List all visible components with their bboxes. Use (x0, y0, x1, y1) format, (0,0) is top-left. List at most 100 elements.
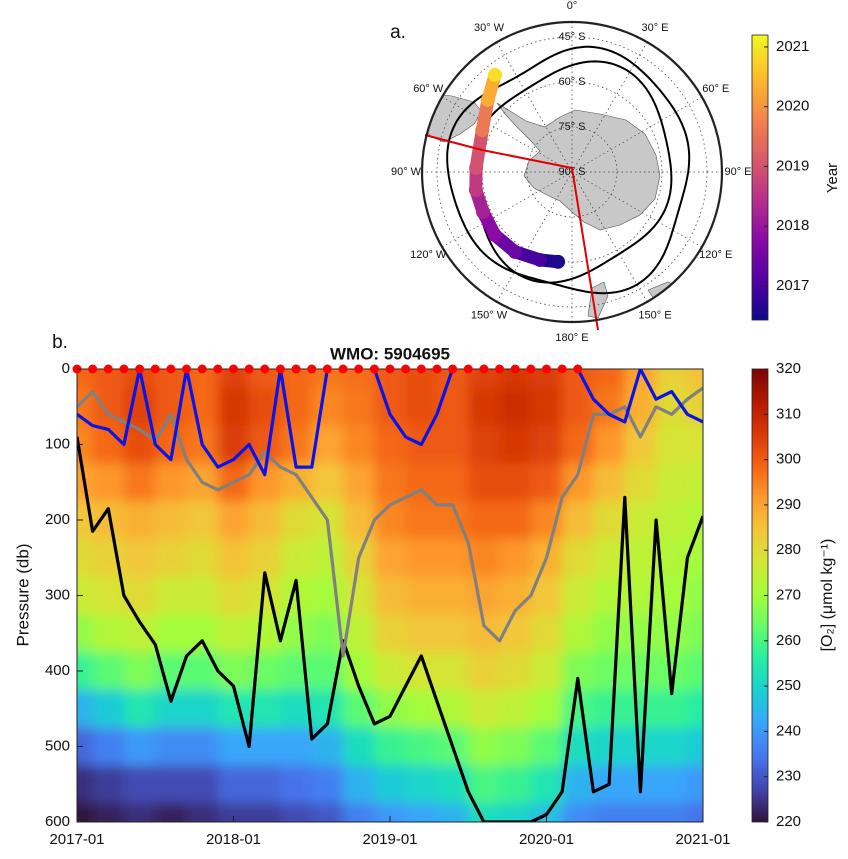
plot-clip (57, 349, 724, 843)
y-axis-label: Pressure (db) (13, 544, 32, 647)
colorbar-tick-label: 2018 (776, 217, 809, 234)
field-cell (124, 728, 156, 766)
field-cell (687, 728, 723, 766)
field-cell (656, 463, 688, 501)
field-cell (93, 765, 125, 803)
field-cell (468, 463, 500, 501)
field-cell (468, 501, 500, 539)
colorbar-tick-label: 270 (776, 586, 801, 603)
field-cell (312, 765, 344, 803)
panel-label: b. (52, 332, 68, 353)
field-cell (406, 577, 438, 615)
track-point (481, 93, 495, 107)
field-cell (593, 463, 625, 501)
y-tick-label: 200 (45, 511, 70, 528)
field-cell (468, 690, 500, 728)
field-cell (312, 803, 344, 842)
field-cell (562, 614, 594, 652)
field-cell (656, 501, 688, 539)
track-point (533, 253, 547, 267)
field-cell (437, 690, 469, 728)
lon-tick-label: 30° W (474, 22, 505, 34)
profile-marker (292, 365, 301, 374)
y-tick-label: 300 (45, 586, 70, 603)
field-cell (343, 690, 375, 728)
field-cell (374, 577, 406, 615)
field-cell (531, 728, 563, 766)
field-cell (124, 765, 156, 803)
profile-marker (119, 365, 128, 374)
y-tick-label: 500 (45, 737, 70, 754)
lon-tick-label: 90° E (724, 166, 751, 178)
field-cell (406, 614, 438, 652)
field-cell (437, 803, 469, 842)
field-cell (437, 539, 469, 577)
field-cell (155, 501, 187, 539)
field-cell (531, 690, 563, 728)
field-cell (155, 728, 187, 766)
field-cell (468, 652, 500, 690)
y-tick-label: 600 (45, 813, 70, 830)
field-cell (500, 463, 532, 501)
field-cell (500, 426, 532, 464)
field-cell (500, 388, 532, 426)
field-cell (500, 765, 532, 803)
field-cell (155, 577, 187, 615)
field-cell (124, 652, 156, 690)
profile-marker (104, 365, 113, 374)
track-point (476, 205, 490, 219)
lat-tick-label: 45° S (558, 31, 585, 43)
field-cell (437, 388, 469, 426)
field-cell (468, 426, 500, 464)
field-cell (687, 501, 723, 539)
field-cell (374, 539, 406, 577)
track-point (475, 123, 489, 137)
field-cell (531, 388, 563, 426)
profile-marker (573, 365, 582, 374)
y-tick-label: 0 (62, 360, 70, 377)
lat-tick-label: 75° S (558, 121, 585, 133)
field-cell (687, 652, 723, 690)
field-cell (57, 539, 93, 577)
field-cell (500, 652, 532, 690)
lon-tick-label: 120° W (410, 249, 447, 261)
profile-marker (370, 365, 379, 374)
profile-marker (354, 365, 363, 374)
field-cell (218, 690, 250, 728)
field-cell (656, 728, 688, 766)
field-cell (93, 463, 125, 501)
field-cell (500, 539, 532, 577)
track-point (469, 161, 483, 175)
colorbar-tick-label: 2021 (776, 38, 809, 55)
field-cell (218, 577, 250, 615)
field-cell (218, 614, 250, 652)
profile-marker (88, 365, 97, 374)
field-cell (374, 728, 406, 766)
profile-marker (495, 365, 504, 374)
field-cell (562, 690, 594, 728)
x-tick-label: 2018-01 (206, 831, 261, 848)
field-cell (155, 614, 187, 652)
track-point (551, 255, 565, 269)
field-cell (343, 388, 375, 426)
profile-marker (166, 365, 175, 374)
field-cell (687, 765, 723, 803)
profile-marker (417, 365, 426, 374)
field-cell (187, 690, 219, 728)
profile-marker (151, 365, 160, 374)
field-cell (406, 765, 438, 803)
profile-marker (213, 365, 222, 374)
field-cell (437, 426, 469, 464)
field-cell (437, 765, 469, 803)
field-cell (687, 577, 723, 615)
field-cell (625, 463, 657, 501)
field-cell (562, 577, 594, 615)
profile-marker (511, 365, 520, 374)
profile-marker (339, 365, 348, 374)
field-cell (374, 652, 406, 690)
field-cell (187, 765, 219, 803)
field-cell (57, 765, 93, 803)
field-cell (57, 690, 93, 728)
